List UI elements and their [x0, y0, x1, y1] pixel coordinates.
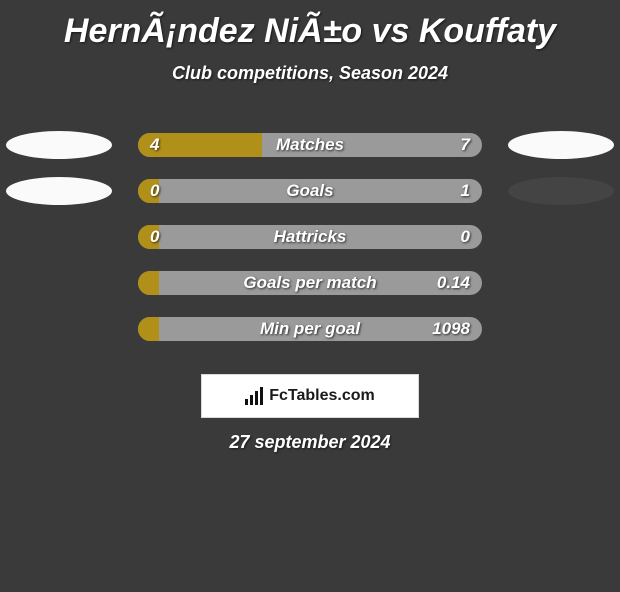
stat-right-value: 0: [461, 227, 470, 247]
date-stamp: 27 september 2024: [0, 432, 620, 453]
stat-right-value: 1: [461, 181, 470, 201]
stat-label: Hattricks: [274, 227, 347, 247]
stat-bar: Min per goal 1098: [138, 317, 482, 341]
stat-bar-fill: [138, 271, 159, 295]
stat-row: 0 Hattricks 0: [0, 214, 620, 260]
right-marker-ellipse: [508, 177, 614, 205]
stat-bar: 4 Matches 7: [138, 133, 482, 157]
stat-row: 4 Matches 7: [0, 122, 620, 168]
bar-chart-icon: [245, 387, 263, 405]
left-marker-ellipse: [6, 177, 112, 205]
stat-bar: Goals per match 0.14: [138, 271, 482, 295]
stat-label: Matches: [276, 135, 344, 155]
left-marker-ellipse: [6, 131, 112, 159]
stat-bar: 0 Hattricks 0: [138, 225, 482, 249]
stat-right-value: 1098: [432, 319, 470, 339]
stat-left-value: 0: [150, 181, 159, 201]
stat-row: 0 Goals 1: [0, 168, 620, 214]
stat-row: Goals per match 0.14: [0, 260, 620, 306]
brand-label: FcTables.com: [269, 387, 375, 405]
right-marker-ellipse: [508, 131, 614, 159]
stat-label: Goals per match: [243, 273, 376, 293]
stat-label: Min per goal: [260, 319, 360, 339]
stat-bar-fill: [138, 317, 159, 341]
stat-left-value: 0: [150, 227, 159, 247]
stat-row: Min per goal 1098: [0, 306, 620, 352]
page-subtitle: Club competitions, Season 2024: [0, 63, 620, 84]
stat-label: Goals: [286, 181, 333, 201]
comparison-chart: 4 Matches 7 0 Goals 1 0 Hattricks 0 Goals per mat…: [0, 122, 620, 352]
brand-box: FcTables.com: [201, 374, 419, 418]
stat-left-value: 4: [150, 135, 159, 155]
stat-right-value: 0.14: [437, 273, 470, 293]
stat-bar: 0 Goals 1: [138, 179, 482, 203]
stat-right-value: 7: [461, 135, 470, 155]
page-title: HernÃ¡ndez NiÃ±o vs Kouffaty: [0, 12, 620, 51]
